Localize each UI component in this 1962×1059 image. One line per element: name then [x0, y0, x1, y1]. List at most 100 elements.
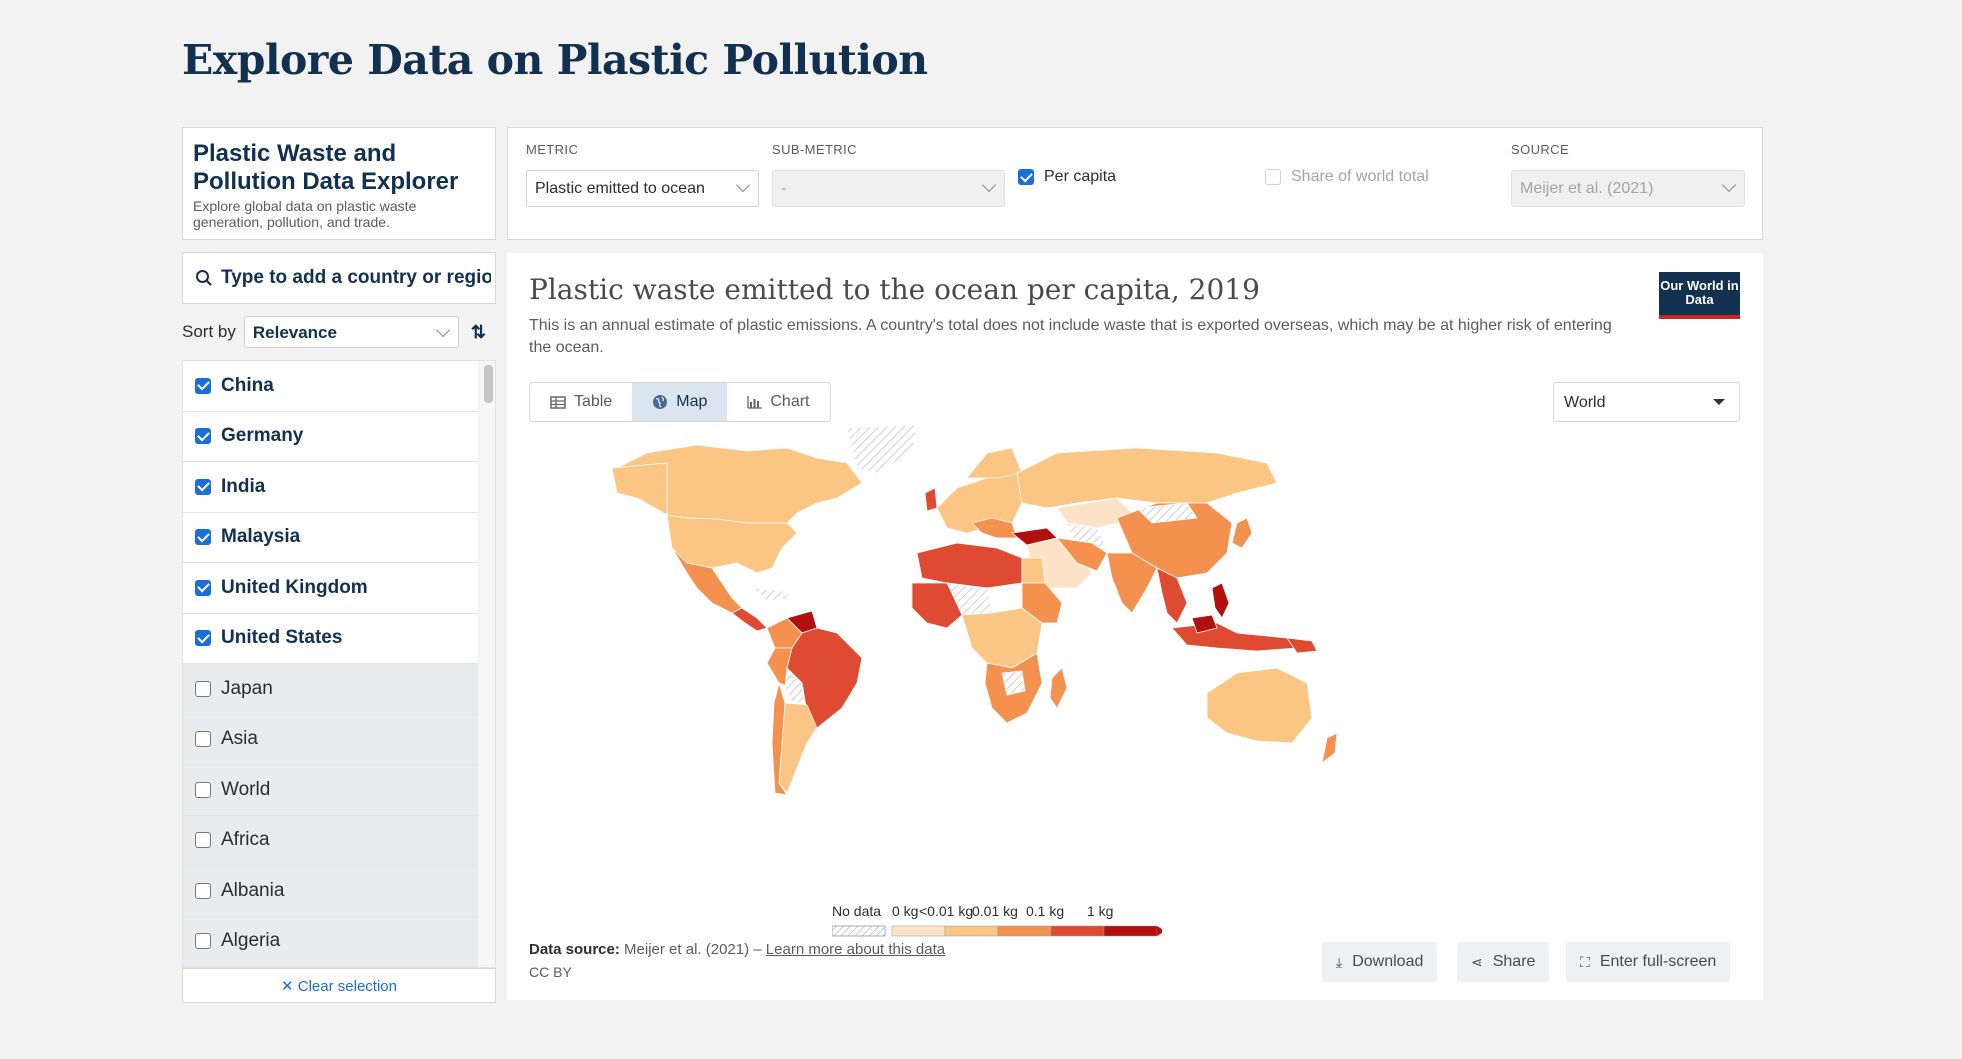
sort-select[interactable]: Relevance — [243, 316, 459, 348]
legend-swatch — [944, 925, 999, 937]
list-item[interactable]: World — [183, 765, 478, 816]
country-kazakhstan[interactable] — [1056, 497, 1138, 529]
list-item-label: Africa — [221, 829, 270, 851]
country-philippines[interactable] — [1211, 582, 1230, 619]
country-central-america[interactable] — [731, 607, 768, 632]
country-bolivia[interactable] — [784, 667, 806, 704]
fullscreen-button[interactable]: ⛶ Enter full-screen — [1566, 942, 1731, 982]
country-australia[interactable] — [1206, 667, 1313, 744]
source-select-value: Meijer et al. (2021) — [1520, 180, 1654, 197]
region-select[interactable]: World — [1553, 382, 1740, 422]
scrollbar-thumb[interactable] — [484, 365, 493, 403]
per-capita-checkbox[interactable]: Per capita — [1018, 168, 1116, 186]
list-item[interactable]: Algeria — [183, 916, 478, 967]
list-item[interactable]: Africa — [183, 815, 478, 866]
checkbox-checked-icon[interactable] — [195, 478, 211, 495]
world-map[interactable] — [517, 423, 1537, 883]
country-malaysia[interactable] — [1191, 614, 1218, 634]
metric-select-value: Plastic emitted to ocean — [535, 180, 705, 197]
list-item[interactable]: China — [183, 361, 478, 412]
share-button[interactable]: ⋖ Share — [1457, 942, 1550, 982]
clear-selection-button[interactable]: ✕ Clear selection — [182, 968, 496, 1003]
checkbox-unchecked-icon[interactable] — [195, 781, 211, 798]
country-south-africa-hatch[interactable] — [1001, 670, 1026, 696]
checkbox-unchecked-icon[interactable] — [195, 882, 211, 899]
list-item[interactable]: Asia — [183, 714, 478, 765]
country-chile[interactable] — [771, 681, 788, 796]
download-button[interactable]: ⤓ Download — [1322, 942, 1438, 982]
list-item[interactable]: United States — [183, 613, 478, 664]
tab-table-label: Table — [574, 393, 613, 410]
checkbox-checked-icon[interactable] — [195, 428, 211, 445]
scrollbar-track[interactable] — [479, 361, 495, 967]
country-east-africa[interactable] — [1021, 582, 1063, 624]
explorer-header-card: Plastic Waste and Pollution Data Explore… — [182, 127, 496, 240]
country-new-zealand[interactable] — [1321, 732, 1338, 764]
list-item[interactable]: Albania — [183, 866, 478, 917]
country-southeast-asia[interactable] — [1156, 567, 1188, 624]
country-europe-west[interactable] — [936, 472, 1023, 534]
metric-select[interactable]: Plastic emitted to ocean — [526, 170, 759, 207]
checkbox-checked-icon[interactable] — [195, 579, 211, 596]
sort-az-icon[interactable]: ⇅ — [470, 321, 486, 342]
entity-search[interactable] — [182, 252, 496, 304]
country-alaska[interactable] — [611, 462, 668, 516]
bar-chart-icon — [747, 395, 763, 409]
country-indonesia[interactable] — [1171, 622, 1298, 652]
checkbox-unchecked-icon[interactable] — [195, 731, 211, 748]
share-of-world-checkbox[interactable]: Share of world total — [1265, 168, 1429, 186]
submetric-select[interactable]: - — [772, 170, 1005, 207]
download-label: Download — [1352, 953, 1424, 970]
country-north-africa[interactable] — [916, 542, 1023, 589]
country-mongolia[interactable] — [1136, 502, 1198, 524]
country-madagascar[interactable] — [1049, 667, 1068, 709]
license-label: CC BY — [529, 964, 572, 980]
tab-chart-label: Chart — [770, 393, 810, 410]
list-item-label: India — [221, 475, 266, 497]
country-egypt[interactable] — [1021, 557, 1046, 584]
country-russia[interactable] — [1016, 447, 1278, 509]
country-italy-balkans[interactable] — [971, 517, 1018, 539]
country-caribbean[interactable] — [750, 587, 794, 602]
country-uk[interactable] — [924, 487, 938, 512]
chevron-down-icon — [1721, 177, 1737, 193]
country-greenland[interactable] — [846, 424, 918, 474]
owid-logo[interactable]: Our World in Data — [1659, 272, 1740, 319]
share-label: Share — [1492, 953, 1536, 970]
checkbox-checked-icon[interactable] — [195, 529, 211, 546]
list-item-label: Germany — [221, 425, 304, 447]
legend-bin-label: <0.01 kg — [919, 903, 974, 919]
checkbox-unchecked-icon[interactable] — [195, 832, 211, 849]
country-india[interactable] — [1106, 552, 1158, 614]
country-argentina[interactable] — [778, 702, 818, 794]
country-japan[interactable] — [1231, 517, 1253, 549]
submetric-select-value: - — [781, 180, 787, 197]
chart-subtitle: This is an annual estimate of plastic em… — [529, 317, 1612, 356]
list-item[interactable]: India — [183, 462, 478, 513]
tab-table[interactable]: Table — [530, 383, 632, 421]
legend-arrow-tip — [1157, 926, 1162, 936]
checkbox-unchecked-icon[interactable] — [195, 680, 211, 697]
source-select[interactable]: Meijer et al. (2021) — [1511, 170, 1745, 207]
tab-chart[interactable]: Chart — [727, 383, 829, 421]
country-iran[interactable] — [1056, 537, 1108, 572]
checkbox-checked-icon[interactable] — [195, 377, 211, 394]
list-item[interactable]: Japan — [183, 664, 478, 715]
legend-bin-label: 0.01 kg — [972, 903, 1018, 919]
list-item[interactable]: Malaysia — [183, 512, 478, 563]
chevron-down-icon — [735, 177, 751, 193]
country-west-africa[interactable] — [911, 582, 963, 629]
metric-label: METRIC — [526, 142, 579, 157]
tab-map[interactable]: Map — [632, 383, 728, 421]
country-scandinavia[interactable] — [966, 447, 1023, 479]
legend-swatch — [891, 925, 946, 937]
list-item[interactable]: United Kingdom — [183, 563, 478, 614]
learn-more-link[interactable]: Learn more about this data — [765, 941, 946, 958]
list-item[interactable]: Germany — [183, 411, 478, 462]
legend-no-data-swatch — [832, 925, 886, 937]
country-papua[interactable] — [1286, 637, 1318, 654]
search-input[interactable] — [221, 267, 491, 289]
checkbox-checked-icon[interactable] — [195, 630, 211, 647]
checkbox-unchecked-icon[interactable] — [195, 933, 211, 950]
list-item-label: Malaysia — [221, 526, 301, 548]
